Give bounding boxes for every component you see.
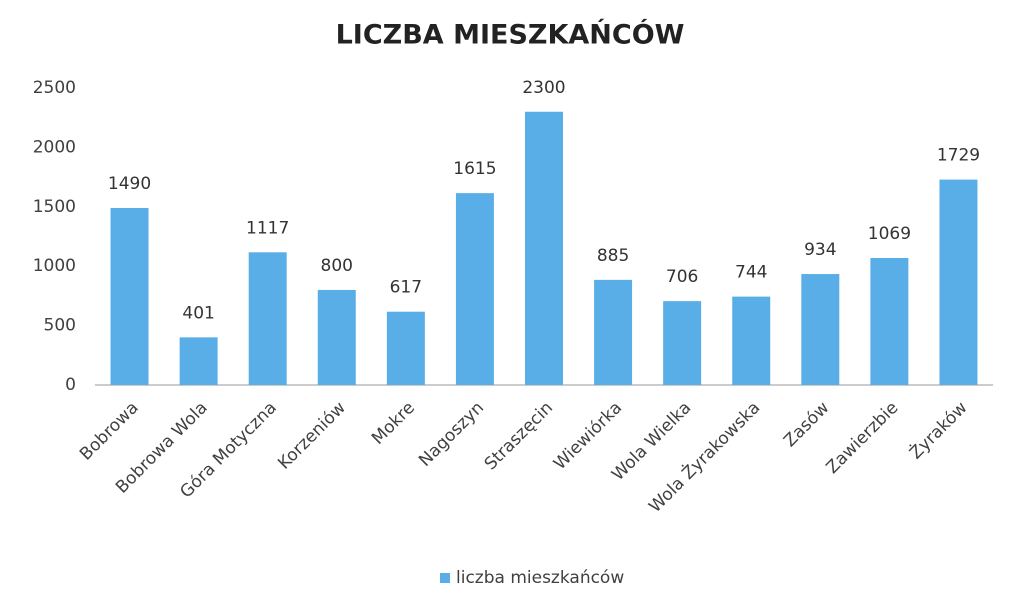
data-label: 2300 bbox=[522, 78, 565, 98]
bar bbox=[801, 274, 840, 385]
bar bbox=[594, 279, 633, 385]
bar bbox=[179, 337, 218, 385]
legend-label: liczba mieszkańców bbox=[456, 568, 624, 588]
bar bbox=[870, 258, 909, 385]
bar bbox=[317, 289, 356, 385]
y-tick-label: 1500 bbox=[33, 197, 76, 217]
data-label: 800 bbox=[321, 256, 353, 276]
data-label: 885 bbox=[597, 246, 629, 266]
data-label: 1117 bbox=[246, 218, 289, 238]
bar bbox=[455, 193, 494, 385]
y-tick-label: 2500 bbox=[33, 78, 76, 98]
y-tick-label: 1000 bbox=[33, 256, 76, 276]
y-tick-label: 500 bbox=[44, 316, 76, 336]
chart-title: LICZBA MIESZKAŃCÓW bbox=[336, 19, 685, 51]
data-label: 1615 bbox=[453, 159, 496, 179]
data-label: 706 bbox=[666, 267, 698, 287]
bar bbox=[525, 111, 563, 385]
data-label: 934 bbox=[804, 240, 836, 260]
legend-swatch bbox=[440, 573, 450, 583]
y-tick-label: 2000 bbox=[33, 137, 76, 157]
data-label: 1069 bbox=[868, 224, 911, 244]
bar bbox=[732, 296, 771, 385]
data-label: 1490 bbox=[108, 174, 151, 194]
bar bbox=[663, 301, 702, 385]
bar bbox=[939, 179, 978, 385]
data-label: 401 bbox=[182, 303, 214, 323]
bar bbox=[110, 207, 149, 385]
data-label: 617 bbox=[390, 278, 422, 298]
bar bbox=[386, 311, 425, 385]
data-label: 1729 bbox=[937, 146, 980, 166]
y-tick-label: 0 bbox=[65, 375, 76, 395]
data-label: 744 bbox=[735, 263, 767, 283]
bar bbox=[248, 252, 287, 385]
